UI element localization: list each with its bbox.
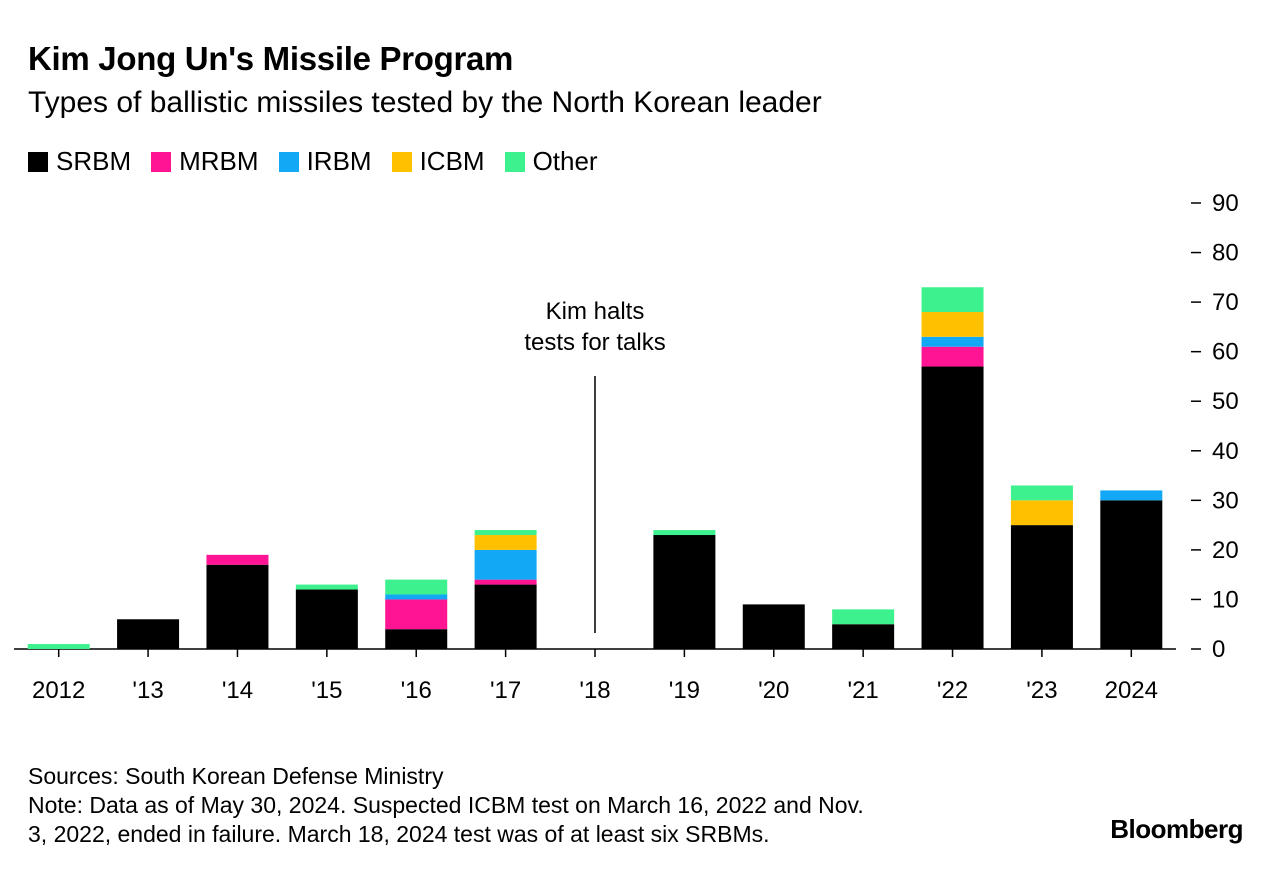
x-tick-label-13: '13	[132, 677, 163, 704]
footer-notes: Sources: South Korean Defense Ministry N…	[28, 762, 1028, 849]
bar-srbm-2024	[1100, 500, 1163, 649]
bar-other-22	[921, 287, 984, 313]
bar-srbm-15	[295, 589, 358, 649]
x-tick-label-2012: 2012	[32, 677, 85, 704]
x-tick-label-23: '23	[1026, 677, 1057, 704]
legend-label-icbm: ICBM	[419, 146, 485, 176]
bar-other-15	[295, 584, 358, 590]
legend: SRBM MRBM IRBM ICBM Other	[28, 146, 618, 177]
chart-subtitle: Types of ballistic missiles tested by th…	[28, 86, 822, 119]
bar-irbm-17	[474, 549, 537, 580]
bar-srbm-19	[653, 535, 716, 649]
legend-label-irbm: IRBM	[306, 146, 372, 176]
legend-label-srbm: SRBM	[56, 146, 132, 176]
bar-icbm-17	[474, 535, 537, 550]
bar-other-16	[385, 579, 448, 595]
y-tick-label-60: 60	[1212, 339, 1239, 366]
legend-item-icbm: ICBM	[391, 146, 485, 177]
bar-other-21	[832, 609, 895, 625]
bar-srbm-14	[206, 564, 269, 649]
y-tick-label-50: 50	[1212, 388, 1239, 415]
bar-mrbm-17	[474, 579, 537, 585]
x-tick-label-18: '18	[579, 677, 610, 704]
bar-srbm-13	[117, 619, 180, 649]
bar-irbm-2024	[1100, 490, 1163, 501]
legend-swatch-mrbm	[151, 151, 172, 172]
x-tick-label-21: '21	[848, 677, 879, 704]
y-tick-label-0: 0	[1212, 636, 1225, 663]
bar-other-17	[474, 530, 537, 536]
y-tick-label-20: 20	[1212, 537, 1239, 564]
bar-srbm-22	[921, 366, 984, 649]
bar-srbm-21	[832, 624, 895, 649]
y-tick-label-40: 40	[1212, 438, 1239, 465]
x-tick-label-14: '14	[222, 677, 253, 704]
legend-swatch-icbm	[391, 151, 412, 172]
bar-icbm-22	[921, 312, 984, 337]
annotation-text-line-2: tests for talks	[524, 329, 665, 356]
y-tick-label-90: 90	[1212, 190, 1239, 217]
legend-label-other: Other	[532, 146, 598, 176]
x-tick-label-17: '17	[490, 677, 521, 704]
x-tick-label-22: '22	[937, 677, 968, 704]
annotation-text-line-1: Kim halts	[546, 298, 645, 325]
legend-item-other: Other	[504, 146, 598, 177]
legend-item-srbm: SRBM	[28, 146, 131, 177]
chart-title: Kim Jong Un's Missile Program	[28, 40, 514, 77]
legend-swatch-other	[504, 151, 525, 172]
note-line-1: Note: Data as of May 30, 2024. Suspected…	[28, 792, 864, 818]
x-tick-label-16: '16	[401, 677, 432, 704]
y-tick-label-70: 70	[1212, 289, 1239, 316]
legend-label-mrbm: MRBM	[179, 146, 259, 176]
legend-swatch-irbm	[278, 151, 299, 172]
x-tick-label-15: '15	[311, 677, 342, 704]
bar-irbm-22	[921, 336, 984, 347]
legend-item-mrbm: MRBM	[151, 146, 259, 177]
bar-icbm-23	[1010, 500, 1073, 526]
bar-mrbm-22	[921, 346, 984, 367]
bar-srbm-17	[474, 584, 537, 649]
sources-text: Sources: South Korean Defense Ministry	[28, 763, 444, 789]
bar-srbm-23	[1010, 525, 1073, 649]
bar-srbm-16	[385, 629, 448, 649]
legend-swatch-srbm	[28, 151, 48, 172]
bar-mrbm-16	[385, 599, 448, 630]
y-tick-label-80: 80	[1212, 240, 1239, 267]
bar-other-19	[653, 530, 716, 536]
x-tick-label-20: '20	[758, 677, 789, 704]
x-tick-label-19: '19	[669, 677, 700, 704]
bar-other-2012	[27, 644, 90, 649]
y-tick-label-30: 30	[1212, 487, 1239, 514]
bar-irbm-16	[385, 594, 448, 600]
x-tick-label-2024: 2024	[1105, 677, 1158, 704]
bloomberg-logo: Bloomberg	[1110, 814, 1243, 844]
legend-item-irbm: IRBM	[278, 146, 372, 177]
bar-srbm-20	[742, 604, 805, 649]
bar-mrbm-14	[206, 554, 269, 565]
note-line-2: 3, 2022, ended in failure. March 18, 202…	[28, 821, 770, 847]
bar-other-23	[1010, 485, 1073, 501]
y-tick-label-10: 10	[1212, 586, 1239, 613]
